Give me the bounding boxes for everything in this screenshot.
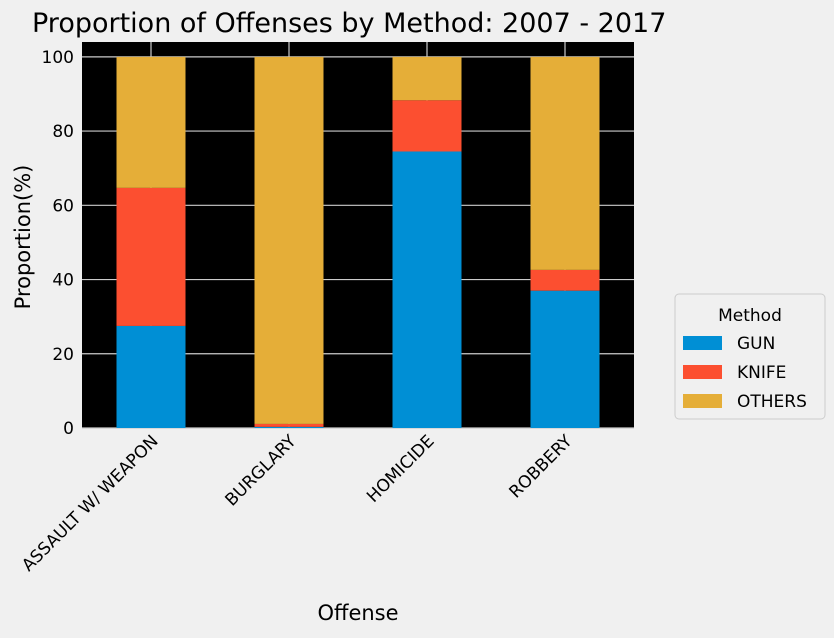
y-tick-label: 40 [52, 271, 74, 291]
y-axis-ticks: 0 20 40 60 80 100 [42, 48, 74, 439]
y-axis-label: Proportion(%) [11, 165, 35, 310]
bar-knife-3 [530, 269, 600, 291]
bar-knife-1 [254, 423, 324, 427]
x-axis-label: Offense [317, 601, 398, 625]
legend-label-gun: GUN [737, 334, 775, 354]
bar-gun-2 [392, 151, 462, 428]
bar-others-0 [116, 56, 186, 188]
legend-label-knife: KNIFE [737, 363, 786, 383]
legend-swatch-gun [683, 336, 722, 350]
legend-swatch-knife [683, 365, 722, 379]
chart-title: Proportion of Offenses by Method: 2007 -… [32, 8, 666, 39]
legend-frame [674, 293, 826, 420]
bar-gun-1 [254, 426, 324, 428]
bar-others-2 [392, 56, 462, 101]
legend-items: GUN KNIFE OTHERS [683, 334, 807, 412]
legend-swatch-others [683, 394, 722, 408]
y-tick-label: 80 [52, 122, 74, 142]
bar-others-1 [254, 56, 324, 424]
bar-gun-0 [116, 325, 186, 428]
bar-gun-3 [530, 290, 600, 428]
y-tick-label: 60 [52, 196, 74, 216]
legend-label-others: OTHERS [737, 392, 807, 412]
legend: Method GUN KNIFE OTHERS [674, 293, 826, 420]
y-tick-label: 100 [42, 48, 74, 68]
bar-others-3 [530, 56, 600, 270]
bars-layer [116, 56, 600, 428]
y-tick-label: 0 [63, 419, 74, 439]
y-tick-label: 20 [52, 345, 74, 365]
legend-title: Method [718, 306, 782, 326]
bar-knife-2 [392, 100, 462, 152]
bar-knife-0 [116, 187, 186, 326]
